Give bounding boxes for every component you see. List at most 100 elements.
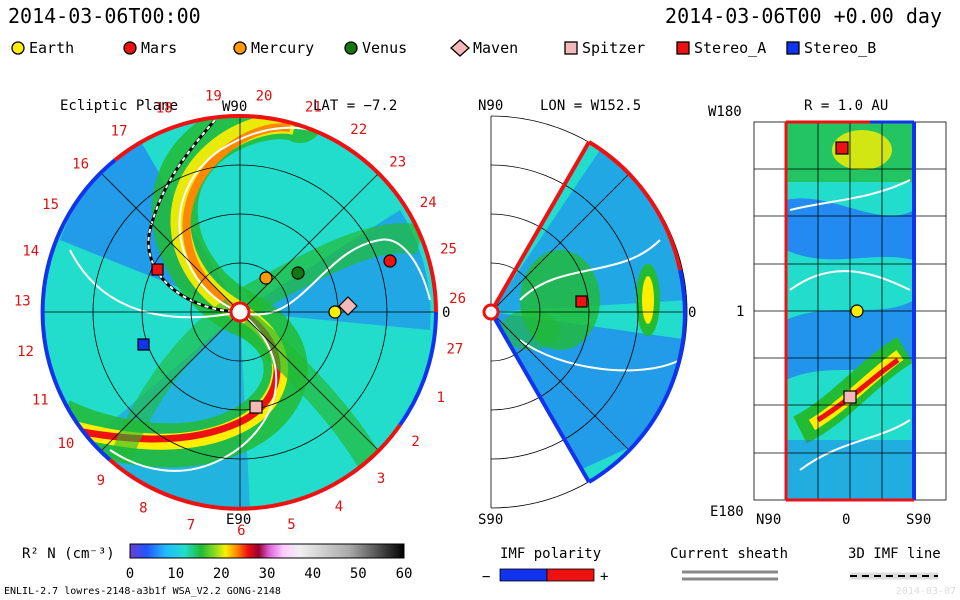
earth-marker [328, 305, 342, 319]
maven-marker-icon [450, 39, 470, 57]
radial-stereo-a-marker [835, 141, 849, 155]
carrington-label: 10 [57, 436, 74, 452]
ecliptic-title: Ecliptic Plane [60, 98, 178, 114]
ecliptic-lat-label: LAT = −7.2 [313, 98, 397, 114]
carrington-label: 14 [22, 244, 39, 260]
legend-mercury: Mercury [232, 39, 314, 57]
legend-label: Maven [473, 39, 519, 57]
meridional-lon-label: LON = W152.5 [540, 98, 641, 114]
mars-marker [383, 254, 397, 268]
legend-label: Mars [141, 39, 178, 57]
colorbar-tick-label: 0 [126, 566, 134, 582]
radial-x-mid: 0 [842, 512, 850, 528]
meridional-bottom-left: S90 [478, 512, 503, 528]
venus-marker [291, 266, 305, 280]
carrington-label: 16 [72, 156, 89, 172]
maven-marker [338, 296, 358, 316]
carrington-label: 13 [14, 294, 31, 310]
ecliptic-plane-panel: Ecliptic Plane W90 LAT = −7.2 E90 0 19 20… [14, 88, 466, 539]
carrington-label: 11 [32, 393, 49, 409]
carrington-label: 2 [411, 434, 419, 450]
radial-x-left: N90 [756, 512, 781, 528]
carrington-label: 7 [187, 517, 195, 533]
carrington-label: 17 [111, 124, 128, 140]
carrington-label: 21 [305, 100, 322, 116]
stereo-b-marker [137, 338, 150, 351]
carrington-label: 15 [42, 197, 59, 213]
legend-spitzer: Spitzer [563, 39, 645, 57]
legend-stereo-b: Stereo_B [785, 39, 876, 57]
carrington-label: 8 [139, 500, 147, 516]
carrington-label: 22 [350, 122, 367, 138]
carrington-label: 3 [377, 471, 385, 487]
meridional-stereo-a-marker [575, 295, 588, 308]
radial-r-label: R = 1.0 AU [804, 98, 888, 114]
carrington-label: 19 [205, 89, 222, 105]
mars-marker-icon [123, 41, 137, 55]
colorbar-label: R² N (cm⁻³) [22, 546, 115, 562]
date-left: 2014-03-06T00:00 [8, 4, 201, 28]
meridional-grid [490, 115, 688, 509]
imf-polarity-title: IMF polarity [500, 546, 601, 562]
radial-panel: R = 1.0 AU W180 1 E180 N90 0 S90 [708, 98, 947, 528]
colorbar: R² N (cm⁻³) 0 10 20 30 40 50 60 [22, 543, 413, 582]
meridional-top-left: N90 [478, 98, 503, 114]
stereo-a-marker [151, 263, 164, 276]
imf-negative-swatch [499, 568, 548, 582]
radial-mid-left: 1 [736, 304, 744, 320]
carrington-label: 27 [446, 342, 463, 358]
model-info: ENLIL-2.7 lowres-2148-a3b1f WSA_V2.2 GON… [4, 586, 281, 597]
meridional-right-label: 0 [688, 305, 696, 321]
meridional-sun-icon [482, 303, 500, 321]
legend-stereo-a: Stereo_A [675, 39, 766, 57]
current-sheath-key: Current sheath [670, 546, 788, 581]
imf-plus-label: + [600, 569, 608, 585]
run-date: 2014-03-07 [895, 586, 956, 597]
legend-mars: Mars [122, 39, 177, 57]
colorbar-tick-label: 20 [213, 566, 230, 582]
carrington-label: 23 [389, 155, 406, 171]
colorbar-gradient [129, 543, 405, 559]
imf-positive-swatch [546, 568, 595, 582]
radial-earth-marker [850, 304, 864, 318]
carrington-labels: 19 20212223242526271234567891011121314151… [14, 88, 466, 539]
venus-marker-icon [344, 41, 358, 55]
colorbar-tick-label: 10 [167, 566, 184, 582]
carrington-label: 9 [97, 473, 105, 489]
legend-maven: Maven [450, 39, 518, 57]
earth-marker-icon [11, 41, 25, 55]
current-sheath-title: Current sheath [670, 546, 788, 562]
colorbar-tick-label: 50 [350, 566, 367, 582]
colorbar-ticks: 0 10 20 30 40 50 60 [126, 566, 413, 582]
legend-label: Mercury [251, 39, 315, 57]
radial-grid [753, 121, 947, 501]
ecliptic-right-label: 0 [442, 305, 450, 321]
carrington-label: 26 [449, 291, 466, 307]
meridional-panel: N90 LON = W152.5 S90 0 [478, 98, 696, 528]
spitzer-marker [249, 400, 263, 414]
carrington-label: 18 [156, 101, 173, 117]
carrington-label: 12 [17, 344, 34, 360]
legend-venus: Venus [343, 39, 407, 57]
spitzer-marker-icon [564, 41, 578, 55]
radial-top-left: W180 [708, 104, 742, 120]
legend-label: Venus [362, 39, 408, 57]
carrington-label: 4 [335, 499, 343, 515]
radial-bottom-left: E180 [710, 504, 744, 520]
carrington-label: 24 [420, 195, 437, 211]
carrington-label: 1 [436, 390, 444, 406]
legend-label: Stereo_A [694, 39, 767, 57]
stereo-b-marker-icon [786, 41, 800, 55]
colorbar-tick-label: 30 [259, 566, 276, 582]
carrington-label: 6 [237, 523, 245, 539]
mercury-marker-icon [233, 41, 247, 55]
radial-spitzer-marker [843, 390, 857, 404]
ecliptic-bottom-label: E90 [226, 512, 251, 528]
mercury-marker [259, 271, 273, 285]
carrington-label: 25 [440, 241, 457, 257]
imf-3d-title: 3D IMF line [848, 546, 941, 562]
legend-label: Earth [29, 39, 75, 57]
ecliptic-top-label: W90 [222, 99, 247, 115]
imf-minus-label: − [482, 569, 490, 585]
